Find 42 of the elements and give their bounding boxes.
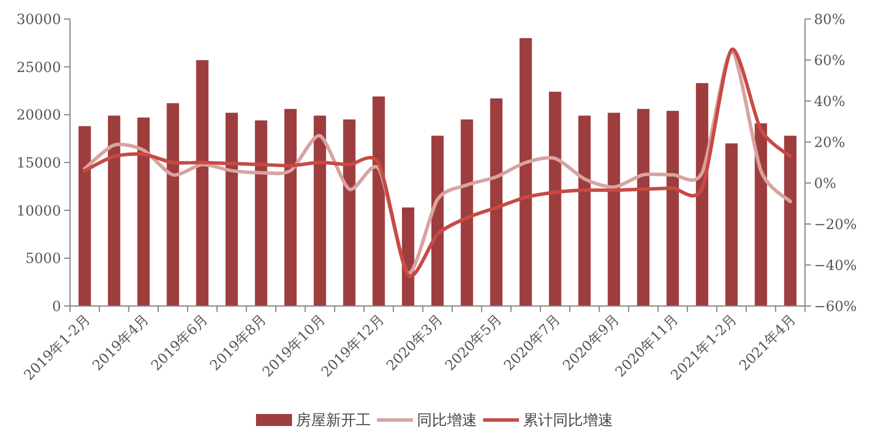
bar <box>431 136 444 306</box>
y-tick-label: 25000 <box>16 60 61 76</box>
legend-label: 同比增速 <box>417 411 477 429</box>
bar <box>784 136 796 306</box>
bar <box>490 98 502 306</box>
y2-tick-label: 20% <box>814 135 846 151</box>
y2-tick-label: −60% <box>814 299 857 315</box>
bar <box>520 38 532 306</box>
bar <box>578 116 591 306</box>
bar <box>696 83 708 306</box>
bar <box>137 118 150 306</box>
bar <box>666 110 679 306</box>
y2-tick-label: 60% <box>814 53 846 69</box>
bar <box>314 116 326 306</box>
y2-tick-label: −20% <box>814 217 857 233</box>
bar <box>284 108 297 306</box>
y2-tick-label: 0% <box>814 176 836 192</box>
y-tick-label: 10000 <box>16 203 61 220</box>
bar <box>343 119 356 306</box>
y2-tick-label: −40% <box>814 258 857 274</box>
bar <box>460 119 474 306</box>
bar <box>608 112 620 306</box>
bar <box>254 120 268 306</box>
bar <box>196 60 208 306</box>
y-tick-label: 15000 <box>16 156 61 172</box>
y-tick-label: 20000 <box>16 108 61 124</box>
bar <box>226 112 238 306</box>
bar <box>754 123 768 306</box>
bar <box>78 126 91 306</box>
bar <box>372 96 385 306</box>
y2-tick-label: 40% <box>814 94 846 110</box>
y-tick-label: 30000 <box>16 12 61 28</box>
y-tick-label: 0 <box>52 299 61 315</box>
legend-label: 房屋新开工 <box>296 411 371 429</box>
y-tick-label: 5000 <box>25 251 61 268</box>
y2-tick-label: 80% <box>814 12 846 28</box>
bar <box>725 143 738 306</box>
bar <box>166 103 180 306</box>
bar <box>548 92 562 306</box>
bar <box>108 116 120 306</box>
bar <box>637 108 650 306</box>
legend-label: 累计同比增速 <box>523 411 613 429</box>
